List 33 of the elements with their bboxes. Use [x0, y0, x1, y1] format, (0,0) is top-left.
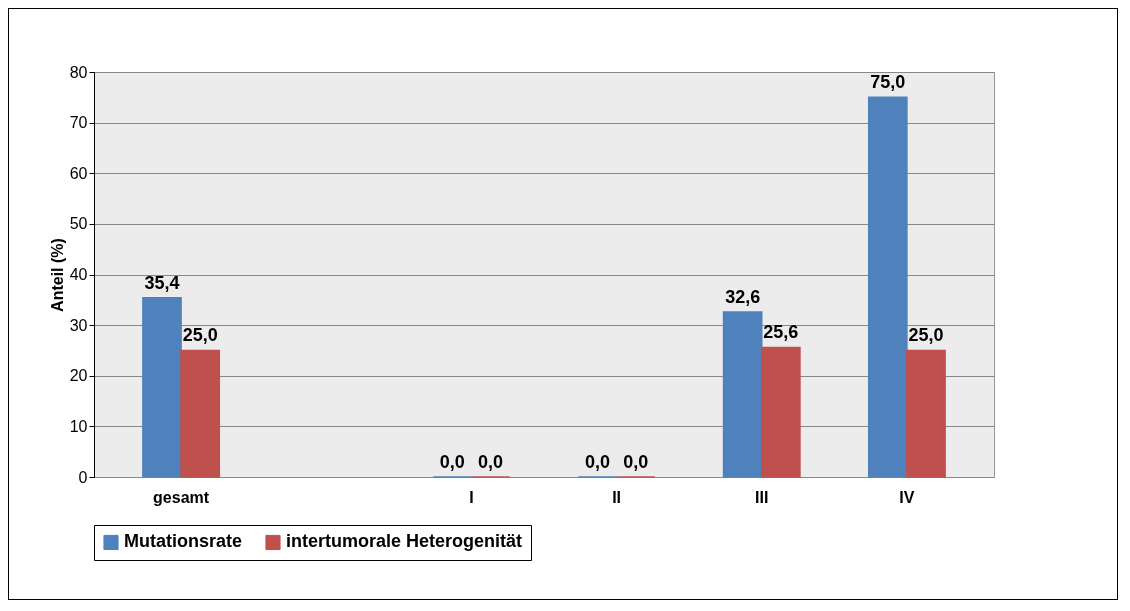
- y-tick-label: 80: [69, 63, 88, 81]
- bar: [142, 297, 182, 478]
- x-tick-label: III: [755, 488, 769, 506]
- bar: [722, 311, 763, 478]
- legend-label: intertumorale Heterogenität: [286, 531, 523, 552]
- data-label: 25,6: [763, 322, 799, 343]
- bar: [180, 349, 221, 478]
- data-label: 0,0: [623, 452, 649, 472]
- bar: [867, 96, 908, 478]
- data-label: 25,0: [908, 325, 944, 346]
- y-tick-label: 40: [69, 266, 88, 283]
- bar: [906, 349, 946, 478]
- y-tick-label: 50: [69, 215, 88, 233]
- data-label: 0,0: [584, 452, 610, 472]
- bar: [760, 346, 801, 478]
- data-label: 25,0: [182, 325, 218, 346]
- legend-label: Mutationsrate: [124, 531, 243, 552]
- data-label: 0,0: [439, 452, 465, 472]
- y-axis-title: Anteil (%): [48, 238, 66, 312]
- data-label: 32,6: [725, 286, 761, 307]
- y-tick-label: 70: [69, 114, 88, 132]
- y-tick-label: 20: [69, 367, 88, 385]
- x-tick-label: IV: [899, 488, 915, 506]
- y-tick-label: 0: [78, 468, 88, 486]
- x-tick-label: I: [469, 488, 474, 506]
- data-label: 35,4: [144, 272, 180, 293]
- x-tick-label: II: [612, 488, 622, 506]
- data-label: 0,0: [478, 452, 504, 472]
- y-tick-label: 10: [69, 417, 88, 435]
- data-label: 75,0: [870, 72, 906, 93]
- y-tick-label: 60: [69, 164, 88, 182]
- x-tick-label: gesamt: [153, 488, 210, 506]
- y-tick-label: 30: [69, 316, 88, 334]
